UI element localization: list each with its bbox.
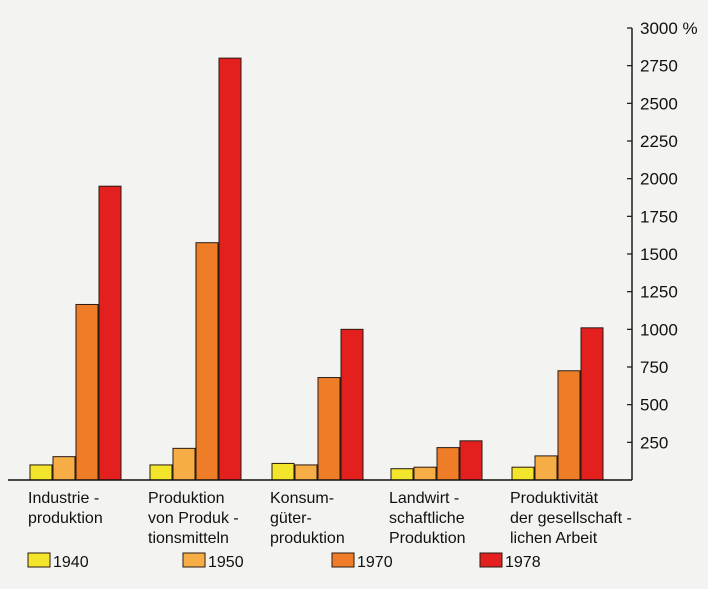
legend-swatch-1978 xyxy=(479,552,503,568)
bar-1940-3 xyxy=(390,468,414,481)
bar-1940-0 xyxy=(29,464,53,481)
bar-1970-0 xyxy=(75,303,99,481)
legend-swatch-1970 xyxy=(331,552,355,568)
y-tick-label-2500: 2500 xyxy=(640,94,678,113)
bar-1940-2 xyxy=(271,462,295,481)
category-label-0-line-0: Industrie - xyxy=(28,490,99,507)
bar-1940-4 xyxy=(511,466,535,481)
category-label-2-line-0: Konsum- xyxy=(270,490,334,507)
y-tick-label-1000: 1000 xyxy=(640,320,678,339)
legend-label-1950: 1950 xyxy=(208,554,244,571)
category-label-4-line-1: der gesellschaft - xyxy=(510,510,632,527)
bar-1978-2 xyxy=(340,328,364,481)
legend-swatch-1940 xyxy=(27,552,51,568)
y-tick-label-2250: 2250 xyxy=(640,132,678,151)
y-tick-label-2750: 2750 xyxy=(640,57,678,76)
bar-1950-4 xyxy=(534,455,558,481)
category-label-3-line-0: Landwirt - xyxy=(389,490,459,507)
category-label-1-line-1: von Produk - xyxy=(148,510,239,527)
category-label-0-line-1: produktion xyxy=(28,510,103,527)
y-axis: 250 500 750 1000 1250 1500 1750 2000 2250 2500 275… xyxy=(8,19,698,481)
bar-1940-1 xyxy=(149,464,173,481)
legend-label-1940: 1940 xyxy=(53,554,89,571)
bar-1950-2 xyxy=(294,464,318,481)
bar-1978-0 xyxy=(98,185,122,481)
legend-label-1978: 1978 xyxy=(505,554,541,571)
category-label-3-line-2: Produktion xyxy=(389,530,466,547)
bar-1970-3 xyxy=(436,447,460,481)
bar-1978-4 xyxy=(580,327,604,481)
category-label-4-line-2: lichen Arbeit xyxy=(510,530,598,547)
category-label-1-line-0: Produktion xyxy=(148,490,225,507)
y-tick-label-1500: 1500 xyxy=(640,245,678,264)
bar-1950-1 xyxy=(172,447,196,481)
bar-1970-4 xyxy=(557,370,581,481)
bar-1950-0 xyxy=(52,456,76,481)
y-tick-label-3000: 3000 % xyxy=(640,19,698,38)
y-tick-label-500: 500 xyxy=(640,396,668,415)
bar-1970-2 xyxy=(317,377,341,481)
bar-1978-3 xyxy=(459,440,483,481)
category-label-2-line-2: produktion xyxy=(270,530,345,547)
bars-group xyxy=(29,57,604,481)
category-label-1-line-2: tionsmitteln xyxy=(148,530,229,547)
legend-label-1970: 1970 xyxy=(357,554,393,571)
y-tick-label-1750: 1750 xyxy=(640,207,678,226)
category-labels: Industrie - produktion Produktion von Produ… xyxy=(28,490,632,547)
category-label-2-line-1: güter- xyxy=(270,510,312,527)
y-tick-label-250: 250 xyxy=(640,433,668,452)
category-label-3-line-1: schaftliche xyxy=(389,510,465,527)
legend-swatch-1950 xyxy=(182,552,206,568)
bar-1970-1 xyxy=(195,242,219,481)
bar-1950-3 xyxy=(413,466,437,481)
legend: 1940 1950 1970 1978 xyxy=(27,552,541,571)
bar-1978-1 xyxy=(218,57,242,481)
y-tick-label-1250: 1250 xyxy=(640,283,678,302)
category-label-4-line-0: Produktivität xyxy=(510,490,599,507)
y-tick-label-2000: 2000 xyxy=(640,170,678,189)
y-tick-label-750: 750 xyxy=(640,358,668,377)
